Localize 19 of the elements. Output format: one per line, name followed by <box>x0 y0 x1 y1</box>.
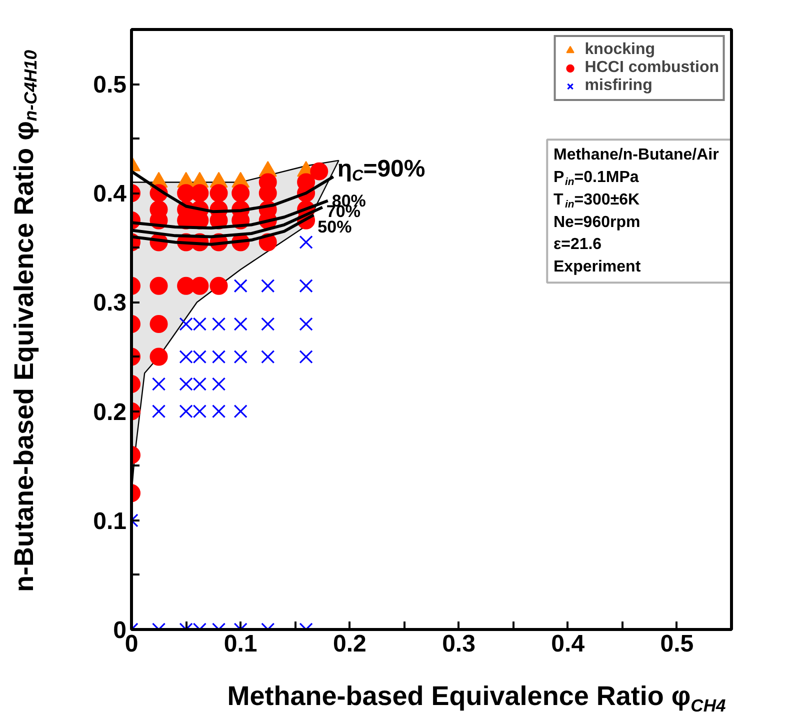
annotation: Methane/n-Butane/Air <box>554 146 719 164</box>
x-tick-label: 0.3 <box>442 630 476 658</box>
x-axis-title: Methane-based Equivalence Ratio φ$_{CH4}$ <box>227 680 726 718</box>
annotation: Ne=960rpm <box>554 214 640 231</box>
legend-label: HCCI combustion <box>584 59 719 77</box>
y-tick-label: 0.1 <box>93 508 127 535</box>
x-tick-label: 0.2 <box>333 630 366 658</box>
y-tick-label: 0.4 <box>93 180 128 208</box>
annotation: ε=21.6 <box>554 236 602 254</box>
series-label: 50% <box>318 217 352 236</box>
y-tick-label: 0.5 <box>93 72 127 99</box>
x-tick-label: 0.1 <box>224 630 258 658</box>
y-tick-label: 0.3 <box>93 290 127 317</box>
x-tick-label: 0.5 <box>660 630 694 658</box>
legend-label: misfiring <box>584 77 652 95</box>
y-tick-label: 0.2 <box>93 398 127 426</box>
legend-label: knocking <box>584 41 656 59</box>
x-tick-label: 0.4 <box>551 630 586 658</box>
annotation: Experiment <box>554 258 642 276</box>
